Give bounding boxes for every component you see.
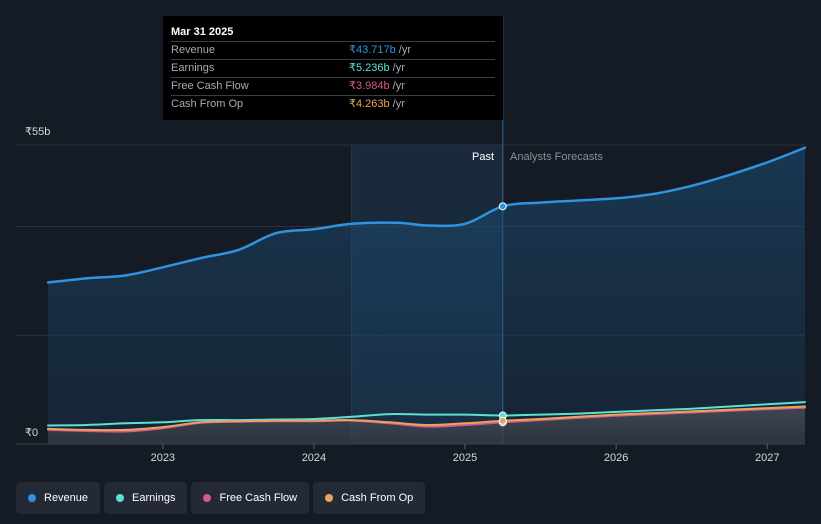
x-tick-label: 2023 bbox=[151, 452, 175, 464]
legend-label: Free Cash Flow bbox=[219, 492, 298, 504]
tooltip: Mar 31 2025 Revenue ₹43.717b /yr Earning… bbox=[163, 16, 503, 120]
legend-item-free-cash-flow[interactable]: Free Cash Flow bbox=[191, 482, 310, 514]
tooltip-unit: /yr bbox=[392, 80, 405, 92]
legend-dot-icon bbox=[325, 494, 334, 502]
tooltip-row-earnings: Earnings ₹5.236b /yr bbox=[171, 59, 495, 77]
tooltip-row-cash-from-op: Cash From Op ₹4.263b /yr bbox=[171, 95, 495, 113]
tooltip-value: ₹43.717b bbox=[349, 44, 396, 56]
x-tick-label: 2025 bbox=[453, 452, 477, 464]
tooltip-unit: /yr bbox=[392, 98, 405, 110]
tooltip-row-revenue: Revenue ₹43.717b /yr bbox=[171, 41, 495, 59]
forecast-label: Analysts Forecasts bbox=[510, 151, 603, 163]
revenue-marker bbox=[498, 202, 507, 211]
legend-item-cash-from-op[interactable]: Cash From Op bbox=[313, 482, 426, 514]
earnings-line bbox=[47, 401, 806, 427]
x-tick-label: 2026 bbox=[604, 452, 628, 464]
legend-label: Cash From Op bbox=[341, 492, 414, 504]
legend-dot-icon bbox=[203, 494, 212, 502]
x-tick-label: 2027 bbox=[755, 452, 779, 464]
past-label: Past bbox=[472, 151, 494, 163]
legend-item-revenue[interactable]: Revenue bbox=[16, 482, 101, 514]
legend: Revenue Earnings Free Cash Flow Cash Fro… bbox=[16, 482, 429, 514]
tooltip-row-free-cash-flow: Free Cash Flow ₹3.984b /yr bbox=[171, 77, 495, 95]
x-tick-label: 2024 bbox=[302, 452, 326, 464]
legend-label: Revenue bbox=[44, 492, 89, 504]
tooltip-unit: /yr bbox=[392, 62, 405, 74]
tooltip-date: Mar 31 2025 bbox=[171, 26, 234, 38]
y-tick-label-bottom: ₹0 bbox=[25, 427, 39, 439]
series-lines bbox=[46, 146, 807, 433]
legend-label: Earnings bbox=[132, 492, 176, 504]
tooltip-label: Earnings bbox=[171, 62, 215, 74]
revenue-area bbox=[48, 147, 805, 444]
cash-from-op-marker bbox=[498, 416, 507, 425]
legend-dot-icon bbox=[28, 494, 36, 502]
legend-item-earnings[interactable]: Earnings bbox=[104, 482, 188, 514]
markers bbox=[498, 202, 507, 427]
tooltip-label: Cash From Op bbox=[171, 98, 244, 110]
tooltip-unit: /yr bbox=[398, 44, 411, 56]
tooltip-value: ₹4.263b bbox=[349, 98, 390, 110]
tooltip-label: Free Cash Flow bbox=[171, 80, 249, 92]
tooltip-value: ₹5.236b bbox=[349, 62, 390, 74]
revenue-line bbox=[46, 146, 807, 284]
tooltip-value: ₹3.984b bbox=[349, 80, 390, 92]
legend-dot-icon bbox=[116, 494, 125, 502]
x-axis: 2023 2024 2025 2026 2027 bbox=[16, 443, 805, 464]
tooltip-label: Revenue bbox=[171, 44, 216, 56]
y-tick-label-top: ₹55b bbox=[25, 126, 51, 138]
cash-from-op-line bbox=[47, 405, 806, 432]
